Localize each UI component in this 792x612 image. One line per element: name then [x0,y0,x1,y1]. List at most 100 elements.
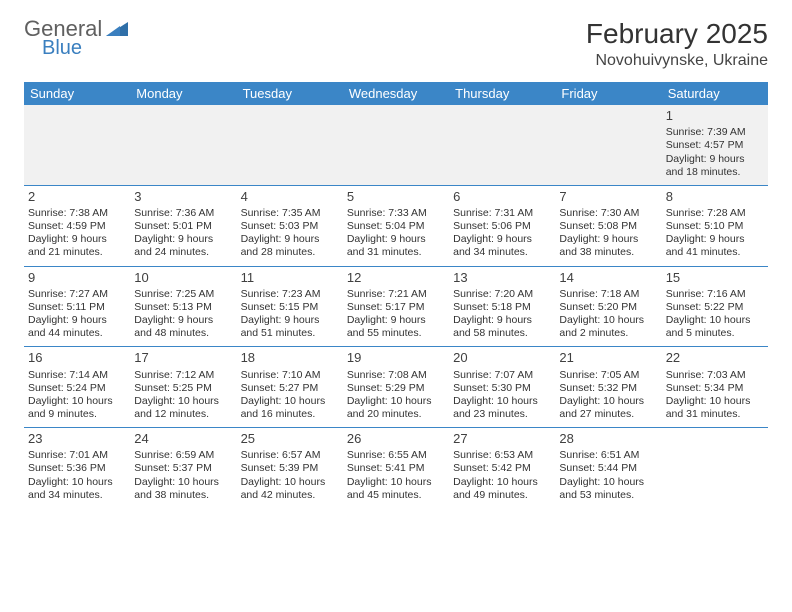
sunrise-text: Sunrise: 7:10 AM [241,369,339,382]
day2-text: and 21 minutes. [28,246,126,259]
day1-text: Daylight: 9 hours [666,233,764,246]
day2-text: and 48 minutes. [134,327,232,340]
sunset-text: Sunset: 5:29 PM [347,382,445,395]
day2-text: and 44 minutes. [28,327,126,340]
day1-text: Daylight: 9 hours [559,233,657,246]
day-number: 16 [28,350,126,366]
day1-text: Daylight: 9 hours [453,314,551,327]
day-number: 10 [134,270,232,286]
day1-text: Daylight: 10 hours [559,476,657,489]
sunrise-text: Sunrise: 7:36 AM [134,207,232,220]
day-number: 9 [28,270,126,286]
brand-line2: Blue [42,38,82,58]
calendar-cell: 8Sunrise: 7:28 AMSunset: 5:10 PMDaylight… [662,186,768,266]
day-number: 12 [347,270,445,286]
day2-text: and 41 minutes. [666,246,764,259]
sunset-text: Sunset: 5:39 PM [241,462,339,475]
day-number: 14 [559,270,657,286]
day2-text: and 28 minutes. [241,246,339,259]
calendar-cell [24,105,130,185]
day-number: 18 [241,350,339,366]
calendar-cell [343,105,449,185]
sunrise-text: Sunrise: 7:20 AM [453,288,551,301]
dow-saturday: Saturday [662,82,768,105]
sunset-text: Sunset: 5:44 PM [559,462,657,475]
day2-text: and 20 minutes. [347,408,445,421]
calendar-cell: 6Sunrise: 7:31 AMSunset: 5:06 PMDaylight… [449,186,555,266]
sunrise-text: Sunrise: 7:14 AM [28,369,126,382]
day-number: 6 [453,189,551,205]
sunrise-text: Sunrise: 7:05 AM [559,369,657,382]
day2-text: and 31 minutes. [666,408,764,421]
calendar-cell: 4Sunrise: 7:35 AMSunset: 5:03 PMDaylight… [237,186,343,266]
calendar-cell: 16Sunrise: 7:14 AMSunset: 5:24 PMDayligh… [24,347,130,427]
day1-text: Daylight: 10 hours [347,395,445,408]
day1-text: Daylight: 10 hours [666,314,764,327]
calendar-cell: 14Sunrise: 7:18 AMSunset: 5:20 PMDayligh… [555,267,661,347]
dow-wednesday: Wednesday [343,82,449,105]
calendar-cell: 19 Sunrise: 7:08 AMSunset: 5:29 PMDayligh… [343,347,449,427]
sunset-text: Sunset: 5:27 PM [241,382,339,395]
calendar-cell: 24Sunrise: 6:59 AMSunset: 5:37 PMDayligh… [130,428,236,508]
page-title: February 2025 [586,18,768,50]
day-number: 21 [559,350,657,366]
sunrise-text: Sunrise: 7:16 AM [666,288,764,301]
sunrise-text: Sunrise: 7:33 AM [347,207,445,220]
sunset-text: Sunset: 5:11 PM [28,301,126,314]
sunset-text: Sunset: 5:18 PM [453,301,551,314]
day1-text: Daylight: 10 hours [559,395,657,408]
day-number: 27 [453,431,551,447]
day2-text: and 38 minutes. [134,489,232,502]
day-number: 25 [241,431,339,447]
day2-text: and 12 minutes. [134,408,232,421]
sunrise-text: Sunrise: 7:35 AM [241,207,339,220]
calendar-cell: 21Sunrise: 7:05 AMSunset: 5:32 PMDayligh… [555,347,661,427]
day1-text: Daylight: 10 hours [134,395,232,408]
calendar-cell: 3Sunrise: 7:36 AMSunset: 5:01 PMDaylight… [130,186,236,266]
dow-monday: Monday [130,82,236,105]
week-row: 1Sunrise: 7:39 AMSunset: 4:57 PMDaylight… [24,105,768,185]
sunrise-text: Sunrise: 7:03 AM [666,369,764,382]
calendar-cell [237,105,343,185]
day1-text: Daylight: 9 hours [347,314,445,327]
day1-text: Daylight: 10 hours [453,476,551,489]
brand-triangle-icon [106,18,128,40]
day2-text: and 53 minutes. [559,489,657,502]
week-row: 9Sunrise: 7:27 AMSunset: 5:11 PMDaylight… [24,266,768,347]
sunrise-text: Sunrise: 7:08 AM [347,369,445,382]
calendar-cell [555,105,661,185]
sunset-text: Sunset: 4:57 PM [666,139,764,152]
day-number: 8 [666,189,764,205]
day1-text: Daylight: 10 hours [28,395,126,408]
week-row: 2Sunrise: 7:38 AMSunset: 4:59 PMDaylight… [24,185,768,266]
calendar-cell: 23Sunrise: 7:01 AMSunset: 5:36 PMDayligh… [24,428,130,508]
calendar-cell: 20Sunrise: 7:07 AMSunset: 5:30 PMDayligh… [449,347,555,427]
sunset-text: Sunset: 5:08 PM [559,220,657,233]
sunset-text: Sunset: 5:25 PM [134,382,232,395]
calendar-cell: 27Sunrise: 6:53 AMSunset: 5:42 PMDayligh… [449,428,555,508]
day2-text: and 16 minutes. [241,408,339,421]
day2-text: and 45 minutes. [347,489,445,502]
sunrise-text: Sunrise: 7:39 AM [666,126,764,139]
day-number: 19 [347,350,445,366]
sunset-text: Sunset: 5:10 PM [666,220,764,233]
sunrise-text: Sunrise: 7:12 AM [134,369,232,382]
calendar-cell: 5Sunrise: 7:33 AMSunset: 5:04 PMDaylight… [343,186,449,266]
sunset-text: Sunset: 5:17 PM [347,301,445,314]
day2-text: and 58 minutes. [453,327,551,340]
page-header: General Blue February 2025 Novohuivynske… [24,18,768,70]
day2-text: and 23 minutes. [453,408,551,421]
calendar-cell: 11Sunrise: 7:23 AMSunset: 5:15 PMDayligh… [237,267,343,347]
day-number: 28 [559,431,657,447]
week-row: 16Sunrise: 7:14 AMSunset: 5:24 PMDayligh… [24,346,768,427]
calendar-cell [449,105,555,185]
day1-text: Daylight: 10 hours [241,395,339,408]
sunset-text: Sunset: 5:42 PM [453,462,551,475]
day-of-week-header: Sunday Monday Tuesday Wednesday Thursday… [24,82,768,105]
day2-text: and 51 minutes. [241,327,339,340]
calendar-cell: 1Sunrise: 7:39 AMSunset: 4:57 PMDaylight… [662,105,768,185]
sunset-text: Sunset: 5:20 PM [559,301,657,314]
dow-thursday: Thursday [449,82,555,105]
day-number: 15 [666,270,764,286]
sunset-text: Sunset: 5:41 PM [347,462,445,475]
